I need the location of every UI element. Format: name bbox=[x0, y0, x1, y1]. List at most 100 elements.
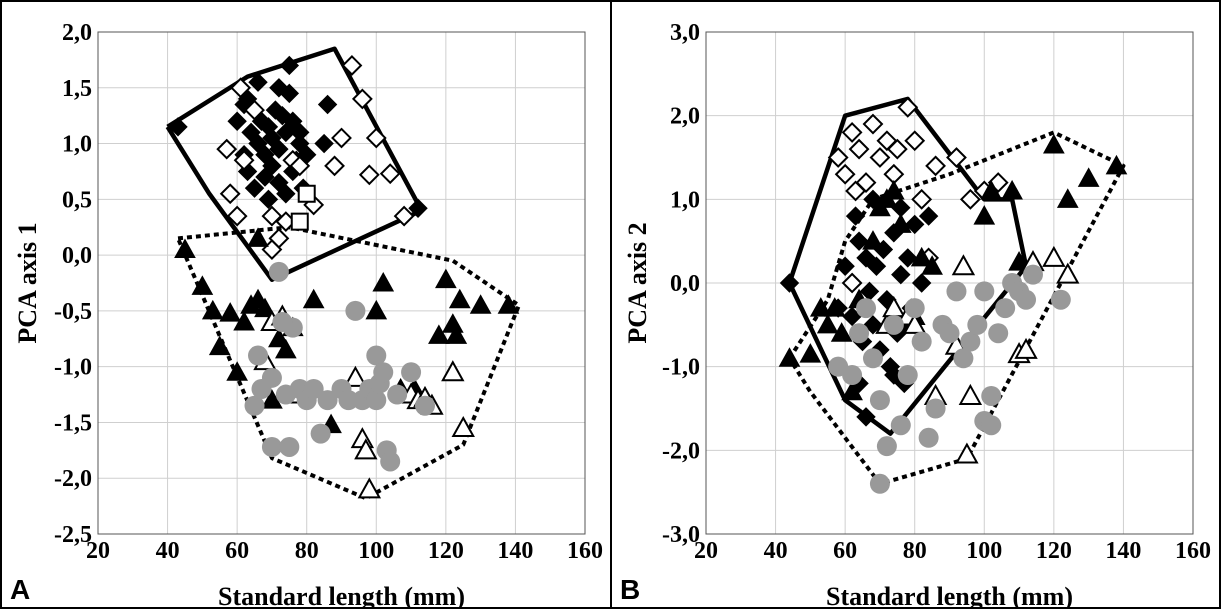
point-diamond-filled bbox=[269, 78, 289, 98]
point-circle-filled bbox=[373, 362, 394, 383]
point-triangle-filled bbox=[862, 230, 884, 250]
point-diamond-open bbox=[216, 138, 238, 160]
point-triangle-filled bbox=[1001, 179, 1023, 200]
point-diamond-open bbox=[393, 205, 415, 227]
hull-dotted bbox=[176, 225, 521, 501]
point-triangle-filled bbox=[882, 179, 905, 200]
point-diamond-filled bbox=[290, 122, 310, 143]
point-diamond-filled bbox=[845, 206, 866, 226]
y-tick-label: 0,5 bbox=[62, 187, 92, 213]
point-triangle-open bbox=[951, 254, 976, 276]
point-triangle-open bbox=[1014, 337, 1038, 359]
y-tick-label: 1,0 bbox=[670, 187, 700, 213]
point-diamond-open bbox=[886, 138, 908, 160]
point-circle-filled bbox=[1016, 289, 1037, 310]
x-axis-title: Standard length (mm) bbox=[826, 582, 1073, 609]
point-diamond-open bbox=[341, 55, 363, 76]
y-tick-label: 3,0 bbox=[670, 20, 700, 46]
point-circle-filled bbox=[869, 390, 890, 411]
point-triangle-filled bbox=[469, 294, 492, 314]
point-triangle-filled bbox=[889, 213, 912, 233]
x-tick-label: 120 bbox=[428, 538, 464, 564]
point-triangle-filled bbox=[823, 297, 846, 317]
y-tick-label: 1,0 bbox=[62, 132, 92, 158]
point-circle-filled bbox=[918, 427, 939, 448]
point-circle-filled bbox=[904, 298, 925, 319]
point-square-open bbox=[290, 212, 309, 231]
point-triangle-filled bbox=[980, 179, 1003, 200]
point-circle-filled bbox=[244, 395, 265, 416]
point-circle-filled bbox=[849, 323, 870, 344]
x-tick-label: 60 bbox=[225, 538, 249, 564]
point-circle-filled bbox=[869, 473, 890, 494]
point-triangle-filled bbox=[809, 297, 832, 317]
point-diamond-open bbox=[365, 127, 387, 149]
point-triangle-open bbox=[357, 477, 382, 499]
point-circle-filled bbox=[862, 348, 883, 369]
point-triangle-filled bbox=[921, 255, 943, 275]
point-triangle-filled bbox=[448, 288, 471, 309]
y-tick-label: -2,0 bbox=[54, 466, 92, 492]
point-diamond-open bbox=[904, 130, 926, 152]
point-diamond-open bbox=[841, 272, 863, 294]
x-tick-label: 140 bbox=[1105, 538, 1141, 564]
point-triangle-filled bbox=[841, 380, 863, 401]
point-diamond-open bbox=[897, 96, 919, 118]
hull-dotted bbox=[787, 130, 1126, 486]
point-diamond-filled bbox=[891, 264, 911, 285]
point-diamond-open bbox=[331, 127, 352, 149]
point-circle-filled bbox=[856, 298, 877, 319]
point-square-open bbox=[297, 184, 316, 203]
x-tick-label: 20 bbox=[694, 538, 718, 564]
y-tick-label: -2,0 bbox=[662, 438, 700, 464]
point-triangle-filled bbox=[435, 268, 457, 289]
point-triangle-filled bbox=[302, 288, 325, 309]
series-circle-filled bbox=[828, 264, 1071, 494]
point-circle-filled bbox=[981, 415, 1002, 436]
point-circle-filled bbox=[981, 385, 1002, 406]
point-triangle-filled bbox=[268, 327, 290, 348]
point-diamond-filled bbox=[314, 133, 334, 154]
point-triangle-open bbox=[441, 360, 465, 382]
point-triangle-filled bbox=[1077, 167, 1100, 187]
x-axis-title: Standard length (mm) bbox=[218, 582, 465, 609]
x-tick-label: 20 bbox=[86, 538, 110, 564]
panel-a-label: A bbox=[10, 574, 31, 605]
point-diamond-filled bbox=[317, 94, 338, 115]
x-tick-label: 80 bbox=[295, 538, 319, 564]
point-diamond-open bbox=[834, 163, 856, 185]
point-diamond-open bbox=[324, 155, 345, 177]
point-circle-filled bbox=[380, 451, 401, 472]
y-tick-label: 0,0 bbox=[670, 271, 700, 297]
y-tick-label: 0,0 bbox=[62, 243, 92, 269]
point-triangle-open bbox=[1042, 245, 1066, 267]
point-triangle-filled bbox=[254, 297, 276, 318]
point-circle-filled bbox=[338, 390, 359, 411]
y-axis-title: PCA axis 1 bbox=[13, 222, 42, 343]
point-circle-filled bbox=[272, 312, 293, 333]
point-circle-filled bbox=[842, 365, 863, 386]
point-triangle-open bbox=[350, 427, 375, 449]
point-triangle-filled bbox=[428, 324, 450, 344]
x-tick-label: 160 bbox=[1175, 538, 1211, 564]
point-circle-filled bbox=[345, 300, 366, 321]
point-diamond-open bbox=[351, 88, 373, 110]
point-diamond-open bbox=[244, 99, 265, 121]
point-circle-filled bbox=[401, 362, 422, 383]
point-diamond-open bbox=[289, 155, 311, 177]
point-circle-filled bbox=[366, 345, 387, 366]
plot-area-border bbox=[97, 31, 586, 535]
y-tick-label: 2,0 bbox=[670, 104, 700, 130]
point-diamond-open bbox=[925, 155, 946, 177]
x-tick-label: 40 bbox=[156, 538, 180, 564]
point-diamond-filled bbox=[258, 189, 279, 210]
point-diamond-filled bbox=[856, 248, 876, 268]
point-diamond-open bbox=[946, 147, 967, 168]
y-tick-label: -0,5 bbox=[54, 299, 92, 325]
point-diamond-open bbox=[358, 164, 380, 186]
point-triangle-open bbox=[1056, 262, 1080, 284]
point-triangle-filled bbox=[830, 322, 853, 342]
point-circle-filled bbox=[876, 436, 897, 457]
point-diamond-filled bbox=[248, 72, 268, 92]
